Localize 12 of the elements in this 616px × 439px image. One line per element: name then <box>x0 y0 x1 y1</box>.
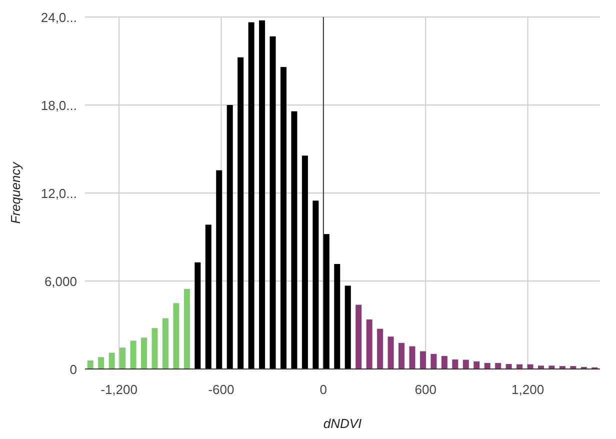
y-axis-title: Frequency <box>8 160 23 224</box>
x-axis-title: dNDVI <box>323 416 362 431</box>
y-tick-label: 6,000 <box>44 274 77 289</box>
y-tick-label: 0 <box>70 362 77 377</box>
y-tick-label: 12,0... <box>40 186 77 201</box>
x-tick-label: 0 <box>320 382 328 397</box>
x-tick-label: -600 <box>208 382 234 397</box>
x-tick-label: -1,200 <box>100 382 138 397</box>
y-tick-label: 18,0... <box>40 98 77 113</box>
y-tick-label: 24,0... <box>40 10 77 25</box>
x-tick-label: 1,200 <box>512 382 544 397</box>
x-tick-label: 600 <box>414 382 436 397</box>
